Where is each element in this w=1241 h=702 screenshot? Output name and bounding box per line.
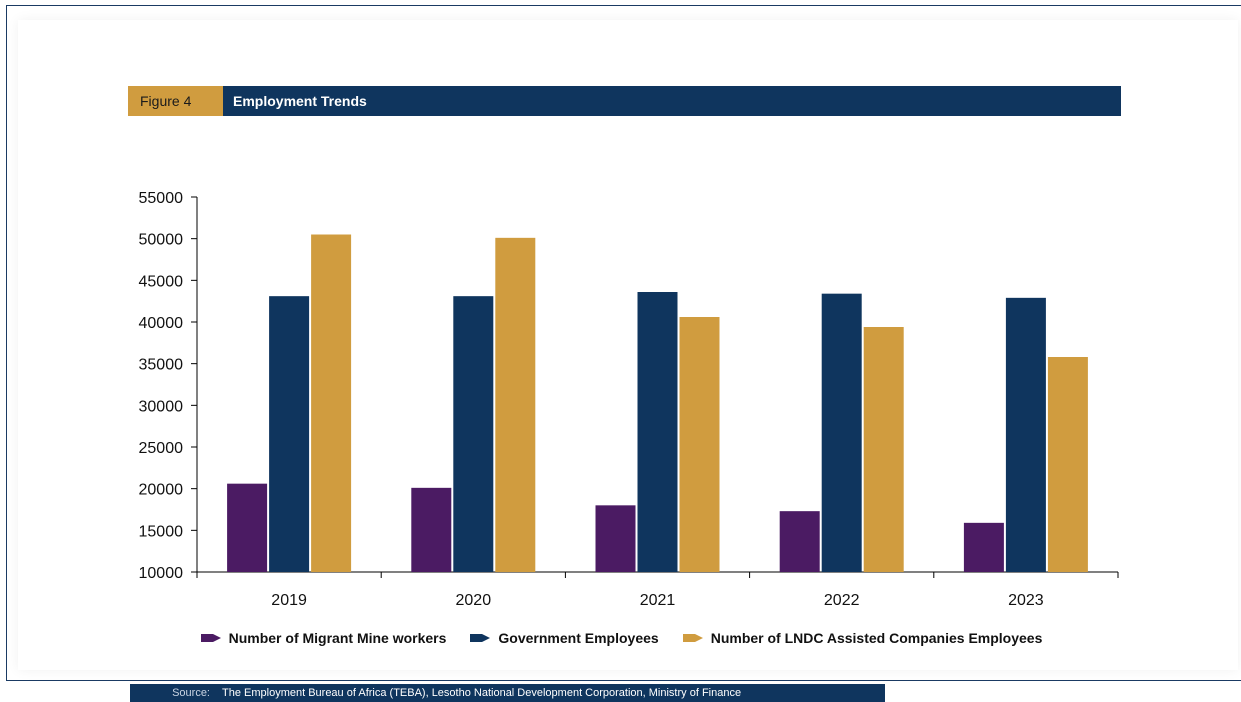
- y-tick-label: 15000: [139, 523, 184, 540]
- bar-2023-series-3: [1047, 357, 1088, 572]
- y-tick-label: 40000: [139, 315, 184, 332]
- figure-header: Figure 4 Employment Trends: [128, 86, 1121, 116]
- bar-2020-series-1: [411, 487, 452, 572]
- legend-swatch-icon: [682, 634, 703, 642]
- legend-swatch-icon: [470, 634, 491, 642]
- legend-label: Government Employees: [498, 630, 659, 646]
- bar-2022-series-1: [779, 511, 820, 572]
- y-tick-label: 20000: [139, 482, 184, 499]
- legend-item-3: Number of LNDC Assisted Companies Employ…: [681, 630, 1043, 646]
- bar-2021-series-2: [637, 292, 678, 572]
- x-tick-label: 2023: [1008, 592, 1044, 609]
- x-tick-label: 2022: [824, 592, 860, 609]
- source-label: Source:: [172, 687, 210, 699]
- bar-2020-series-2: [453, 296, 494, 572]
- bar-2019-series-3: [311, 234, 352, 572]
- legend-swatch-shape: [470, 634, 491, 642]
- legend-item-2: Government Employees: [468, 630, 659, 646]
- bar-2019-series-1: [227, 483, 268, 572]
- y-tick-label: 10000: [139, 565, 184, 582]
- bar-2021-series-3: [679, 317, 720, 572]
- x-tick-label: 2019: [271, 592, 307, 609]
- y-tick-label: 55000: [139, 190, 184, 207]
- figure-title: Employment Trends: [223, 86, 1121, 116]
- y-tick-label: 50000: [139, 232, 184, 249]
- bar-2023-series-1: [963, 522, 1004, 572]
- x-tick-label: 2021: [640, 592, 676, 609]
- chart-legend: Number of Migrant Mine workers Government…: [0, 630, 1241, 646]
- legend-item-1: Number of Migrant Mine workers: [199, 630, 447, 646]
- y-tick-label: 45000: [139, 273, 184, 290]
- bar-2022-series-3: [863, 327, 904, 572]
- bar-2022-series-2: [821, 293, 862, 572]
- bar-2020-series-3: [495, 237, 536, 573]
- y-tick-label: 25000: [139, 440, 184, 457]
- legend-swatch-shape: [200, 634, 221, 642]
- legend-swatch-shape: [682, 634, 703, 642]
- source-text: The Employment Bureau of Africa (TEBA), …: [222, 687, 742, 699]
- legend-label: Number of LNDC Assisted Companies Employ…: [710, 630, 1043, 646]
- bar-2023-series-2: [1005, 297, 1046, 572]
- legend-swatch-icon: [200, 634, 221, 642]
- y-tick-label: 30000: [139, 398, 184, 415]
- legend-label: Number of Migrant Mine workers: [228, 630, 447, 646]
- source-bar: Source: The Employment Bureau of Africa …: [130, 684, 885, 702]
- bar-2019-series-2: [269, 296, 310, 572]
- x-tick-label: 2020: [456, 592, 492, 609]
- figure-frame: [6, 5, 1241, 681]
- figure-number: Figure 4: [128, 86, 223, 116]
- y-tick-label: 35000: [139, 357, 184, 374]
- bar-2021-series-1: [595, 505, 636, 572]
